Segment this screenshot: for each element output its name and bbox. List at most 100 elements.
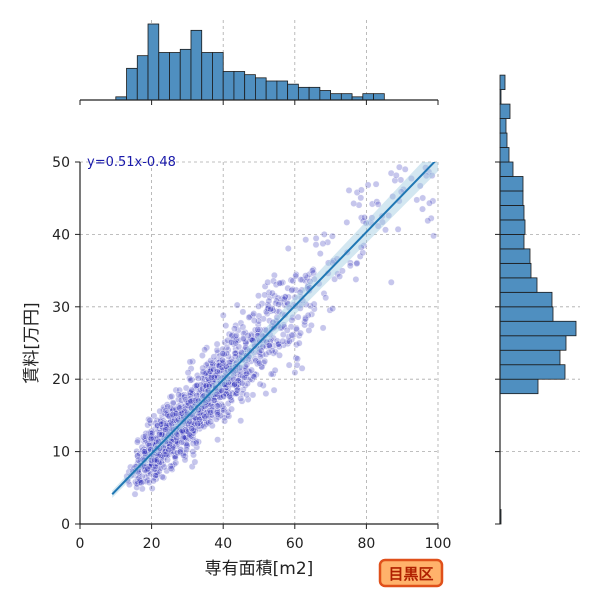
scatter-point	[309, 266, 317, 273]
scatter-point	[261, 326, 269, 334]
scatter-point	[258, 363, 266, 371]
scatter-point	[181, 453, 189, 460]
scatter-point	[155, 430, 163, 438]
scatter-point	[234, 386, 241, 394]
scatter-point	[207, 409, 215, 416]
scatter-point	[312, 241, 320, 249]
scatter-point	[357, 186, 365, 194]
scatter-point	[191, 427, 199, 435]
scatter-point	[218, 366, 225, 374]
x-tick-label: 20	[143, 536, 161, 552]
scatter-point	[231, 353, 239, 360]
scatter-point	[186, 389, 194, 396]
scatter-point	[177, 445, 185, 453]
scatter-point	[248, 336, 256, 344]
scatter-point	[176, 448, 184, 456]
scatter-point	[254, 326, 262, 333]
scatter-point	[270, 386, 278, 394]
scatter-point	[276, 351, 283, 359]
ward-badge-label: 目黒区	[388, 565, 433, 583]
top-hist-bar	[297, 86, 310, 101]
scatter-point	[269, 370, 277, 378]
top-hist-bar	[265, 80, 278, 101]
scatter-point	[246, 347, 254, 355]
scatter-point	[416, 182, 424, 190]
scatter-point	[192, 382, 200, 389]
scatter-point	[199, 368, 207, 376]
scatter-point	[289, 313, 297, 321]
top-hist-bar	[212, 52, 224, 101]
scatter-point	[172, 410, 180, 418]
scatter-point	[275, 343, 283, 350]
scatter-point	[391, 177, 399, 184]
scatter-point	[163, 467, 171, 475]
y-axis-title: 賃料[万円]	[22, 302, 42, 383]
scatter-point	[320, 290, 328, 297]
scatter-point	[222, 322, 230, 329]
scatter-point	[156, 429, 163, 437]
scatter-point	[243, 369, 251, 377]
scatter-point	[189, 358, 197, 365]
scatter-point	[232, 331, 240, 339]
regression-confidence-band	[112, 162, 438, 498]
scatter-point	[268, 347, 276, 355]
scatter-point	[320, 230, 328, 238]
scatter-point	[175, 404, 183, 412]
scatter-point	[364, 181, 372, 189]
scatter-point	[186, 431, 194, 439]
scatter-point	[302, 315, 309, 323]
right-hist-bar	[499, 335, 567, 351]
top-hist-bar	[147, 23, 160, 101]
scatter-point	[161, 448, 169, 456]
y-tick-label: 30	[52, 300, 70, 316]
scatter-point	[255, 302, 263, 310]
scatter-point	[221, 414, 228, 422]
scatter-point	[213, 368, 221, 375]
scatter-point	[251, 326, 259, 334]
scatter-point	[205, 382, 213, 390]
scatter-point	[357, 243, 365, 251]
scatter-point	[147, 430, 155, 437]
scatter-point	[378, 218, 386, 226]
right-hist-bar	[499, 190, 524, 206]
right-hist-bar	[499, 161, 514, 177]
scatter-point	[395, 163, 403, 171]
scatter-point	[165, 446, 173, 454]
scatter-point	[162, 407, 170, 415]
scatter-point	[387, 169, 395, 177]
scatter-point	[280, 295, 288, 303]
scatter-point	[145, 479, 153, 486]
scatter-point	[220, 392, 228, 400]
x-axis-title: 専有面積[m2]	[205, 559, 314, 579]
scatter-point	[197, 422, 205, 430]
top-hist-bar	[276, 80, 289, 101]
scatter-point	[228, 405, 235, 413]
scatter-point	[213, 407, 221, 415]
scatter-point	[368, 214, 376, 222]
scatter-point	[223, 343, 231, 351]
scatter-point	[275, 300, 282, 308]
scatter-point	[304, 311, 312, 319]
x-tick-label: 80	[357, 536, 375, 552]
x-tick-label: 100	[425, 536, 452, 552]
scatter-point	[346, 262, 354, 270]
scatter-point	[298, 364, 306, 372]
scatter-point	[319, 240, 327, 248]
scatter-point	[256, 380, 264, 388]
scatter-point	[224, 379, 232, 386]
right-hist-bar	[499, 89, 502, 105]
scatter-point	[193, 372, 201, 379]
scatter-point	[295, 339, 303, 347]
scatter-point	[233, 301, 241, 309]
scatter-point	[231, 380, 239, 388]
scatter-point	[252, 357, 260, 365]
scatter-point	[186, 374, 194, 382]
scatter-point	[213, 340, 221, 348]
scatter-point	[250, 310, 258, 317]
scatter-point	[176, 386, 183, 394]
scatter-point	[192, 439, 200, 447]
y-tick-label: 0	[61, 517, 70, 533]
scatter-point	[295, 332, 303, 339]
top-hist-bar	[244, 74, 256, 101]
